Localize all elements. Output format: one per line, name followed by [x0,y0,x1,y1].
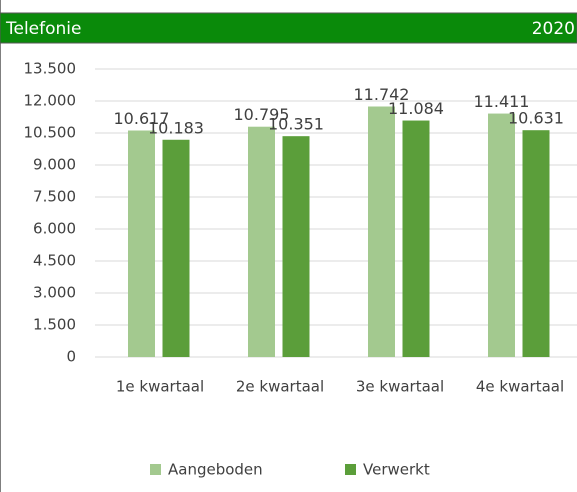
y-tick-label: 13.500 [24,60,77,78]
x-tick-label: 1e kwartaal [116,378,204,396]
y-tick-label: 6.000 [33,220,76,238]
value-label: 10.617 [114,109,170,128]
y-tick-label: 10.500 [24,124,77,142]
x-tick-label: 2e kwartaal [236,378,324,396]
legend-swatch [345,464,356,475]
bar [128,130,155,357]
chart-subtitle: 2020 [532,19,575,39]
bar [248,126,275,357]
value-label: 10.183 [148,118,204,137]
value-label: 10.351 [268,115,324,134]
x-tick-label: 3e kwartaal [356,378,444,396]
chart-title: Telefonie [5,19,81,39]
legend-label: Verwerkt [363,461,430,479]
value-label: 11.742 [354,85,410,104]
bar [402,120,430,357]
y-tick-label: 7.500 [33,188,76,206]
y-tick-label: 0 [66,348,76,366]
legend-swatch [150,464,161,475]
bar [522,130,550,357]
value-label: 11.411 [474,92,530,111]
y-tick-label: 4.500 [33,252,76,270]
bar [488,113,515,357]
y-tick-label: 12.000 [24,92,77,110]
x-tick-label: 4e kwartaal [476,378,564,396]
y-tick-label: 3.000 [33,284,76,302]
value-label: 11.084 [388,99,444,118]
y-tick-label: 9.000 [33,156,76,174]
bar [368,106,395,357]
bar [162,139,190,357]
value-label: 10.795 [234,105,290,124]
value-label: 10.631 [508,109,564,128]
bar [282,136,310,357]
header-bar [0,12,577,44]
legend-label: Aangeboden [168,461,263,479]
y-tick-label: 1.500 [33,316,76,334]
